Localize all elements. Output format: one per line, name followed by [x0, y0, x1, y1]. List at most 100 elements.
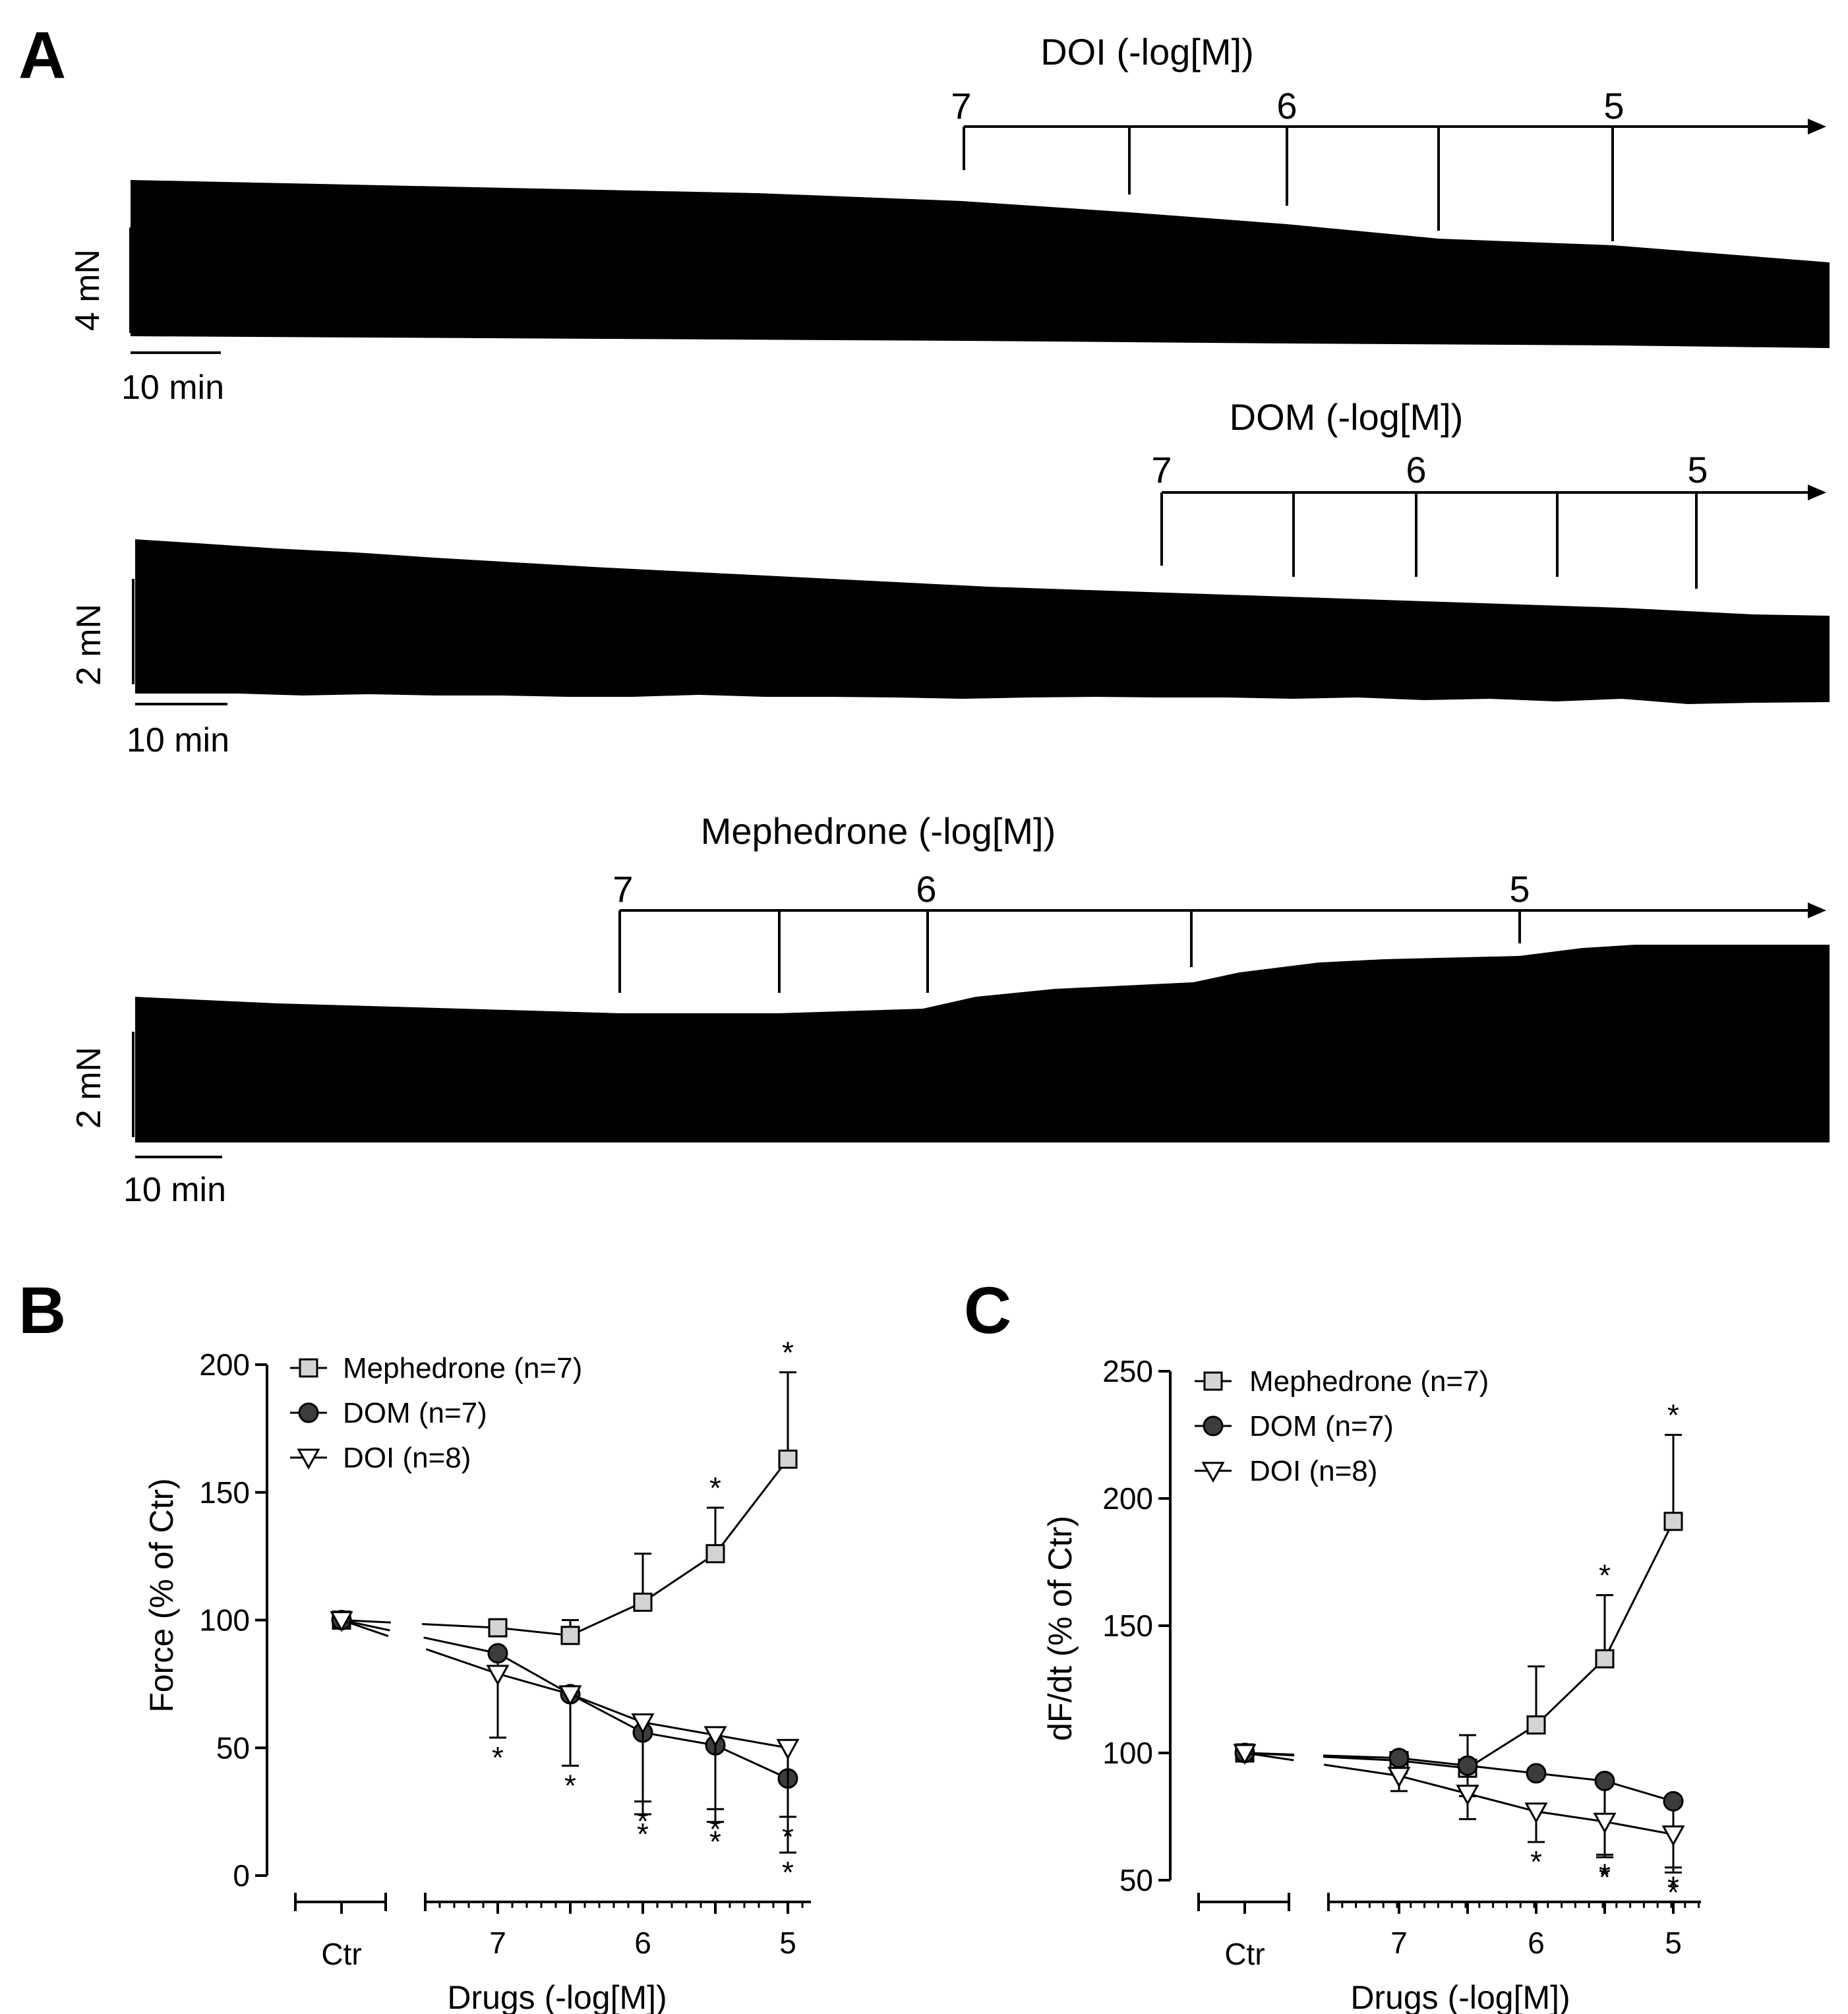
chart-force-series-doi-point: [486, 1665, 510, 1686]
chart-force-series-doi-significance-star: *: [492, 1740, 504, 1775]
trace-doi-scale-time-label: 10 min: [121, 369, 224, 407]
chart-force-ylabel: Force (% of Ctr): [143, 1478, 180, 1713]
chart-force-x-tick-label: 7: [489, 1926, 506, 1960]
chart-force-y-tick-label: 200: [199, 1348, 250, 1382]
chart-dfdt-series-mephedrone-point: [1526, 1715, 1546, 1735]
chart-force-y-tick-label: 150: [199, 1475, 250, 1510]
chart-dfdt-y-tick-label: 150: [1102, 1609, 1153, 1643]
chart-dfdt-y-tick-label: 250: [1102, 1354, 1153, 1388]
chart-dfdt-y-tick-label: 100: [1102, 1736, 1153, 1770]
chart-dfdt-y-tick-label: 50: [1119, 1863, 1153, 1897]
trace-title-dom: DOM (-log[M]): [1230, 396, 1464, 438]
chart-force-xlabel: Drugs (-log[M]): [447, 1979, 667, 2014]
chart-force-series-doi-point: [631, 1713, 655, 1734]
chart-force-legend-label-doi: DOI (n=8): [343, 1442, 471, 1474]
chart-dfdt: dF/dt (% of Ctr) Drugs (-log[M]) Ctr Mep…: [1042, 1354, 1701, 2014]
trace-dom-arrowhead: [1808, 485, 1826, 500]
chart-dfdt-series-dom-point: [1388, 1748, 1410, 1769]
chart-dfdt-series-doi: * * *: [1195, 1462, 1685, 1909]
chart-force-series-dom-significance-star: *: [782, 1855, 794, 1889]
chart-force-series-doi-control-stub: [341, 1619, 389, 1638]
trace-mephedrone: Mephedrone (-log[M]) 7 6 5 2 mN 10 min: [70, 810, 1830, 1209]
trace-dom-scale-force-label: 2 mN: [70, 604, 108, 686]
chart-force-series-dom-lead-in: [423, 1636, 498, 1655]
chart-dfdt-legend-marker-dom: [1203, 1415, 1224, 1436]
chart-force-series-dom-significance-star: *: [637, 1817, 649, 1851]
trace-title-doi: DOI (-log[M]): [1040, 31, 1254, 73]
chart-dfdt-series-mephedrone-significance-star: *: [1599, 1558, 1611, 1593]
chart-force-series-doi-point: [558, 1685, 582, 1706]
chart-dfdt-series-dom-point: [1526, 1763, 1547, 1784]
chart-dfdt-series-doi-control-stub: [1244, 1752, 1294, 1762]
chart-force: Force (% of Ctr) Drugs (-log[M]) Ctr Mep…: [143, 1336, 811, 2014]
chart-force-series-doi: ** * *: [290, 1448, 800, 1854]
trace-mephedrone-force-band: [135, 945, 1830, 1142]
chart-dfdt-series-dom-point: [1457, 1755, 1478, 1776]
trace-mephedrone-scale-force-label: 2 mN: [70, 1047, 108, 1129]
chart-dfdt-series-dom-point: [1594, 1770, 1615, 1791]
chart-dfdt-series-dom: * *: [1195, 1415, 1684, 1905]
chart-dfdt-series-dom-significance-star: *: [1599, 1857, 1611, 1891]
chart-force-control-label: Ctr: [321, 1937, 361, 1971]
trace-title-mephedrone: Mephedrone (-log[M]): [701, 810, 1056, 852]
trace-dom-conc-6: 6: [1406, 449, 1426, 490]
chart-force-legend-label-dom: DOM (n=7): [343, 1397, 487, 1429]
panel-letter-a: A: [18, 18, 66, 92]
chart-dfdt-series-doi-lead-in: [1324, 1763, 1400, 1777]
chart-force-y-tick-label: 50: [216, 1731, 250, 1765]
chart-force-series-doi-control-point: [330, 1611, 353, 1632]
trace-doi: DOI (-log[M]) 7 6 5 4 mN 10 min: [69, 31, 1830, 407]
chart-force-series-mephedrone-point: [705, 1544, 725, 1564]
chart-force-series-mephedrone-point: [488, 1618, 508, 1638]
chart-force-series-mephedrone-point: [633, 1592, 653, 1612]
chart-force-x-tick-label: 6: [634, 1926, 651, 1960]
chart-dfdt-legend-label-doi: DOI (n=8): [1249, 1455, 1377, 1487]
trace-doi-arrowhead: [1808, 119, 1826, 134]
chart-force-legend-label-mephedrone: Mephedrone (n=7): [343, 1352, 582, 1384]
chart-force-series-mephedrone-significance-star: *: [782, 1336, 794, 1370]
chart-dfdt-y-tick-label: 200: [1102, 1481, 1153, 1516]
chart-force-series-doi-point: [776, 1738, 800, 1760]
trace-mephedrone-arrowhead: [1808, 903, 1826, 918]
trace-doi-conc-7: 7: [951, 85, 971, 127]
chart-force-series-mephedrone-lead-in: [422, 1622, 498, 1629]
chart-force-legend-marker-doi: [297, 1448, 320, 1470]
chart-dfdt-series-doi-point: [1661, 1825, 1685, 1847]
chart-dfdt-legend-label-mephedrone: Mephedrone (n=7): [1249, 1365, 1489, 1398]
panel-letter-c: C: [964, 1274, 1011, 1348]
chart-force-y-tick-label: 0: [233, 1858, 250, 1893]
chart-dfdt-control-label: Ctr: [1224, 1937, 1265, 1971]
chart-dfdt-x-tick-label: 5: [1665, 1926, 1682, 1960]
chart-force-series-doi-lead-in: [425, 1648, 498, 1675]
chart-force-legend-marker-dom: [298, 1402, 319, 1423]
chart-dfdt-series-doi-significance-star: *: [1667, 1875, 1679, 1909]
chart-dfdt-legend-marker-doi: [1201, 1462, 1225, 1483]
chart-force-series-mephedrone-point: [778, 1449, 798, 1469]
chart-dfdt-series-doi-point: [1456, 1785, 1479, 1806]
chart-force-series-doi-significance-star: *: [637, 1804, 649, 1839]
chart-force-series-dom-point: [487, 1643, 508, 1664]
trace-dom-force-band: [135, 539, 1830, 704]
trace-mephedrone-scale-time-label: 10 min: [123, 1171, 226, 1209]
chart-force-series-doi-significance-star: *: [709, 1812, 721, 1846]
chart-dfdt-series-dom-significance-star: *: [1667, 1870, 1679, 1905]
chart-dfdt-ylabel: dF/dt (% of Ctr): [1042, 1516, 1079, 1741]
trace-doi-force-band: [131, 180, 1830, 348]
chart-dfdt-series-doi-point: [1387, 1767, 1411, 1788]
chart-dfdt-series-doi-point: [1593, 1812, 1617, 1834]
chart-dfdt-series-mephedrone-point: [1663, 1512, 1683, 1531]
trace-doi-scale-force-label: 4 mN: [69, 249, 107, 331]
trace-mephedrone-conc-6: 6: [916, 868, 936, 910]
trace-mephedrone-conc-5: 5: [1509, 868, 1530, 910]
chart-dfdt-series-dom-point: [1663, 1791, 1684, 1812]
chart-dfdt-series-doi-significance-star: *: [1530, 1845, 1542, 1879]
chart-dfdt-series-mephedrone-point: [1595, 1649, 1615, 1669]
trace-mephedrone-conc-7: 7: [612, 868, 633, 910]
chart-force-series-mephedrone-point: [560, 1626, 580, 1645]
trace-doi-conc-5: 5: [1603, 85, 1624, 127]
panel-letter-b: B: [18, 1274, 66, 1348]
chart-dfdt-x-tick-label: 6: [1528, 1926, 1545, 1960]
chart-force-series-doi-significance-star: *: [782, 1820, 794, 1854]
trace-dom-scale-time-label: 10 min: [127, 721, 229, 759]
chart-force-series-doi-point: [703, 1726, 727, 1747]
